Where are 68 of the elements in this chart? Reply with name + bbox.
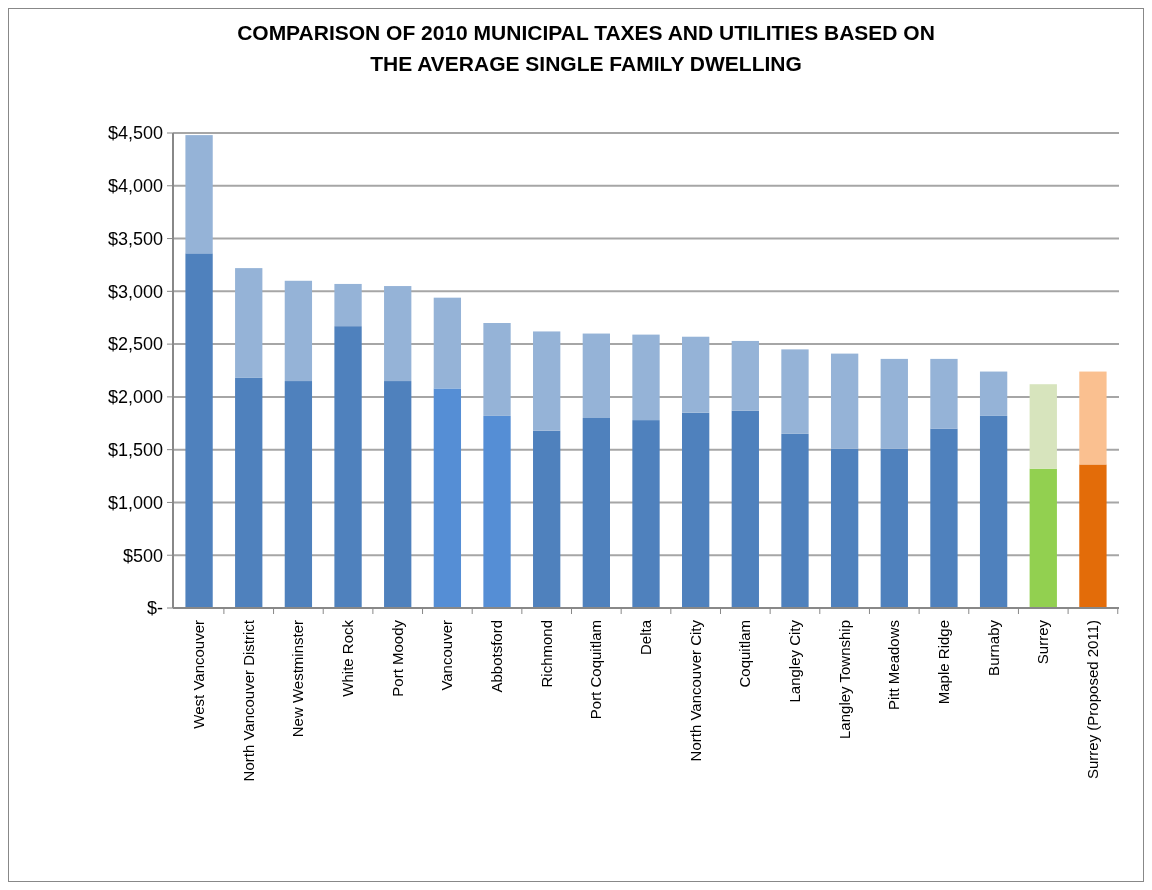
bar <box>682 336 710 413</box>
bar <box>632 334 660 421</box>
y-tick-label: $- <box>146 598 163 619</box>
x-tick-label: Langley Township <box>835 620 853 739</box>
bar <box>334 326 362 608</box>
bar <box>979 371 1008 416</box>
x-tick-label: Surrey <box>1034 619 1052 665</box>
x-tick-label: Surrey (Proposed 2011) <box>1083 620 1101 779</box>
chart-title: COMPARISON OF 2010 MUNICIPAL TAXES AND UTILITIES BASED ON THE AVERAGE SINGLE FAMILY DWELLING <box>237 21 935 75</box>
bar <box>185 135 213 254</box>
bar <box>1029 384 1057 469</box>
bar <box>384 286 412 382</box>
y-tick-label: $2,500 <box>107 334 163 355</box>
y-tick-label: $3,500 <box>107 228 163 249</box>
bar <box>1079 371 1107 465</box>
bar <box>533 430 561 608</box>
bar <box>185 253 213 608</box>
bar <box>930 428 958 608</box>
bar <box>582 418 610 608</box>
bar <box>284 381 313 608</box>
y-tick-label: $500 <box>122 545 163 566</box>
bar <box>880 358 908 449</box>
x-tick-label: Burnaby <box>984 619 1002 676</box>
x-tick-label: Abbotsford <box>488 620 506 693</box>
bar <box>682 412 710 608</box>
bar <box>632 420 660 608</box>
bar <box>781 433 809 608</box>
bar <box>433 388 462 608</box>
y-tick-label: $2,000 <box>107 387 163 408</box>
y-tick-label: $4,500 <box>107 123 163 144</box>
y-tick-label: $4,000 <box>107 176 163 197</box>
x-tick-label: White Rock <box>339 619 357 697</box>
bar <box>483 415 511 608</box>
x-tick-label: Delta <box>637 619 654 656</box>
bar <box>533 331 561 431</box>
y-tick-label: $1,000 <box>107 492 163 513</box>
x-tick-label: New Westminster <box>289 620 307 738</box>
bar <box>930 358 958 429</box>
bar <box>483 323 511 416</box>
bar <box>731 340 759 411</box>
x-tick-label: North Vancouver City <box>686 619 704 762</box>
bar <box>284 280 313 382</box>
x-tick-label: Port Moody <box>388 619 406 697</box>
bar <box>830 448 859 608</box>
x-tick-label: Richmond <box>537 620 555 688</box>
bar <box>880 448 908 608</box>
bar <box>582 333 610 418</box>
bar <box>235 377 263 608</box>
y-tick-label: $3,000 <box>107 281 163 302</box>
x-tick-label: Coquitlam <box>736 620 754 688</box>
x-tick-label: Pitt Meadows <box>885 620 903 711</box>
x-tick-label: Port Coquitlam <box>587 620 605 720</box>
bar <box>334 283 362 327</box>
bar <box>433 297 462 389</box>
bar <box>781 349 809 434</box>
x-tick-label: Maple Ridge <box>934 620 952 705</box>
x-tick-label: Langley City <box>785 619 803 703</box>
bar <box>979 415 1008 608</box>
bar <box>384 381 412 608</box>
x-tick-label: West Vancouver <box>190 620 208 729</box>
bar <box>830 353 859 449</box>
y-tick-label: $1,500 <box>107 439 163 460</box>
x-tick-label: Vancouver <box>438 620 456 691</box>
bar <box>1029 468 1057 608</box>
bar <box>731 410 759 608</box>
bar <box>235 268 263 378</box>
x-tick-label: North Vancouver District <box>239 619 257 782</box>
bar <box>1079 464 1107 608</box>
